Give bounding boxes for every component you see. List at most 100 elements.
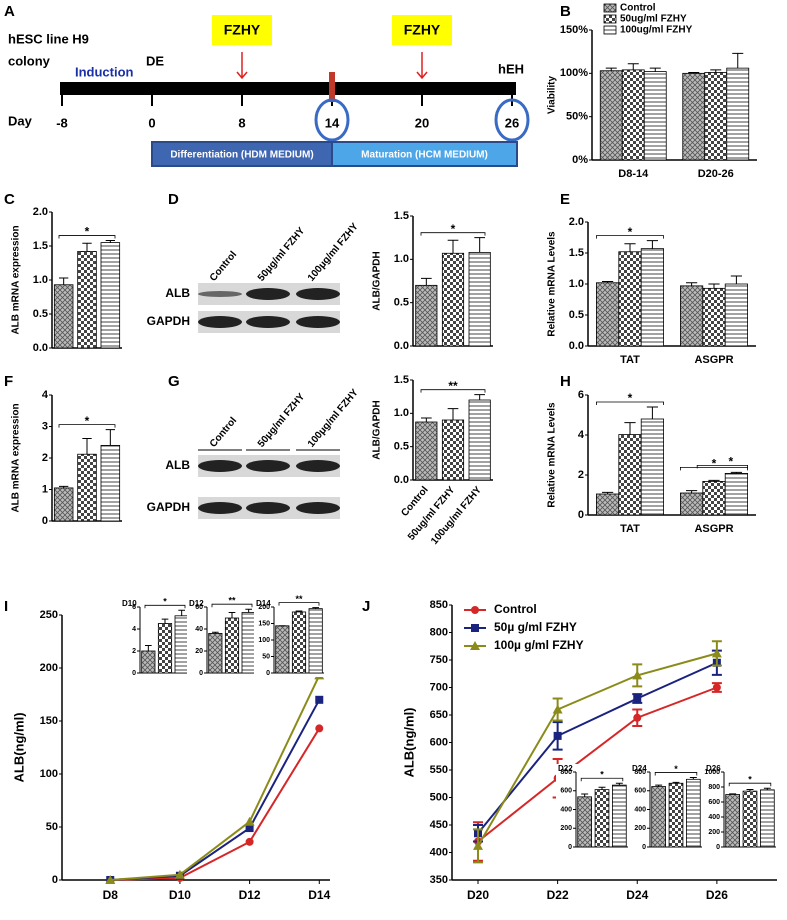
x-tick-label: 50ug/ml FZHY — [406, 484, 457, 542]
point — [632, 670, 643, 680]
error-bar — [295, 610, 303, 612]
y-tick-label: 0 — [578, 509, 584, 521]
blot-band — [246, 316, 290, 328]
error-bar — [672, 781, 680, 784]
y-tick-label: 600 — [560, 788, 572, 795]
y-tick-label: 350 — [430, 874, 448, 886]
bar — [612, 784, 627, 848]
error-bar — [581, 793, 589, 797]
x-tick-label: TAT — [620, 354, 640, 366]
error-bar — [312, 607, 319, 609]
significance-bracket — [654, 772, 698, 776]
bar — [640, 248, 665, 347]
bar — [702, 480, 726, 516]
lane-label: 100μg/ml FZHY — [306, 221, 361, 284]
point — [633, 713, 642, 722]
lane-label: 100μg/ml FZHY — [306, 387, 361, 450]
legend-label: 100µ g/ml FZHY — [494, 638, 584, 652]
x-tick-label: D14 — [308, 888, 330, 902]
x-tick-label: D26 — [706, 888, 728, 902]
y-tick-label: 800 — [708, 784, 720, 791]
treatment-arrow — [416, 52, 428, 80]
y-tick-label: 0.0 — [33, 342, 48, 354]
y-tick-label: 650 — [430, 709, 448, 721]
y-tick-label: 0 — [266, 670, 270, 677]
bar — [618, 251, 642, 347]
error-bar — [602, 281, 614, 283]
error-bar — [732, 52, 744, 69]
bar — [100, 242, 121, 349]
bar — [725, 794, 741, 848]
bar — [680, 285, 704, 347]
x-tick-label: TAT — [620, 523, 640, 535]
lane-label: Control — [208, 415, 239, 449]
day-value: 26 — [505, 115, 519, 130]
y-tick-label: 400 — [560, 806, 572, 813]
error-bar — [212, 631, 219, 634]
x-tick-label: D8-14 — [618, 168, 649, 180]
y-tick-label: 1000 — [704, 769, 720, 776]
point — [711, 648, 722, 658]
series-line — [110, 727, 321, 881]
y-tick-label: 3 — [42, 420, 48, 432]
y-tick-label: 200 — [708, 829, 720, 836]
y-tick-label: 0.5 — [394, 441, 409, 453]
significance-label: ** — [228, 596, 236, 606]
significance-label: * — [85, 225, 90, 239]
panel-letter: A — [4, 3, 15, 20]
bar — [441, 419, 465, 481]
y-tick-label: 1.5 — [33, 240, 48, 252]
y-tick-label: 600 — [634, 788, 646, 795]
row-label: ALB — [165, 286, 190, 300]
y-tick-label: 400 — [634, 806, 646, 813]
significance-bracket — [211, 603, 253, 608]
bar — [724, 283, 749, 347]
inset-title: D22 — [558, 764, 573, 773]
bar — [668, 782, 684, 848]
error-bar — [624, 422, 636, 435]
y-tick-label: 400 — [708, 814, 720, 821]
point — [105, 875, 116, 884]
series-line — [477, 686, 718, 843]
y-tick-label: 1.5 — [394, 210, 409, 222]
blot-band — [246, 460, 290, 472]
error-bar — [730, 275, 742, 284]
inset-title: D14 — [256, 599, 271, 608]
point — [174, 869, 185, 879]
legend-label: Control — [494, 602, 537, 616]
y-tick-label: 0 — [642, 844, 646, 851]
bar — [468, 251, 491, 347]
error-bar — [763, 787, 771, 790]
significance-label: * — [85, 414, 90, 428]
y-axis-label: Viability — [547, 75, 558, 114]
bar — [291, 611, 307, 674]
error-bar — [708, 479, 720, 482]
point — [633, 694, 642, 703]
stage-marker — [329, 72, 335, 102]
series-line — [477, 652, 718, 847]
y-tick-label: 1.0 — [394, 407, 409, 419]
error-bar — [447, 239, 459, 254]
y-tick-label: 600 — [708, 799, 720, 806]
y-tick-label: 750 — [430, 654, 448, 666]
legend-swatch — [603, 25, 617, 35]
treatment-label: FZHY — [224, 22, 261, 38]
timeline-title: hESC line H9 — [8, 31, 89, 46]
error-bar — [686, 490, 698, 493]
row-label: GAPDH — [147, 500, 190, 514]
y-tick-label: 700 — [430, 681, 448, 693]
treatment-box — [212, 15, 272, 45]
blot-band — [246, 502, 290, 514]
point — [315, 695, 324, 704]
blot-band — [296, 316, 340, 328]
y-tick-label: 450 — [430, 819, 448, 831]
y-tick-label: 800 — [634, 769, 646, 776]
bar — [224, 617, 240, 674]
y-tick-label: 4 — [578, 429, 585, 441]
row-label: ALB — [165, 458, 190, 472]
bar — [577, 796, 593, 848]
bar — [174, 615, 189, 674]
day-circle — [314, 98, 350, 142]
x-tick-label: 100ug/ml FZHY — [429, 484, 484, 547]
significance-bracket — [596, 401, 664, 405]
